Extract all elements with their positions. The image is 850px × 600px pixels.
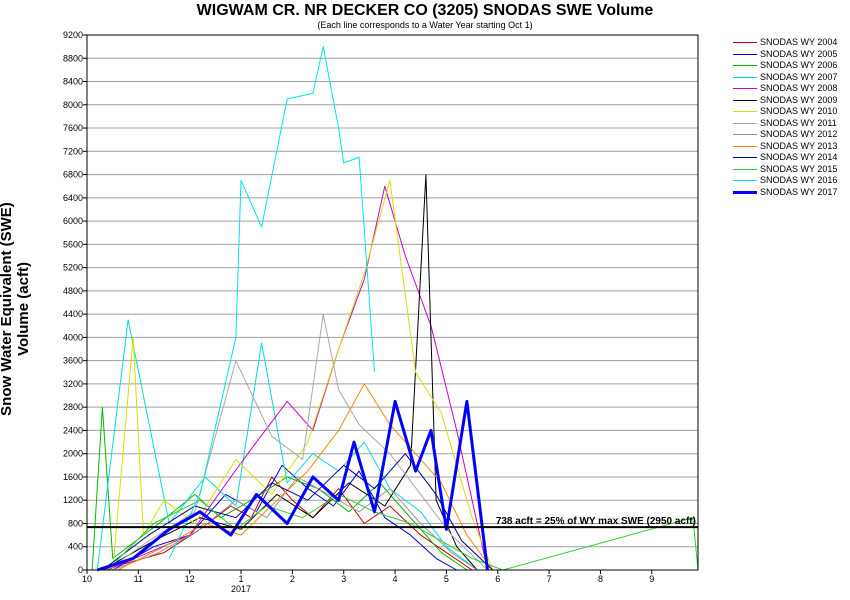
legend-swatch bbox=[733, 145, 757, 147]
legend-label: SNODAS WY 2005 bbox=[760, 48, 838, 59]
legend-label: SNODAS WY 2006 bbox=[760, 60, 838, 70]
y-tick-label: 1200 bbox=[63, 495, 83, 505]
y-tick-label: 3200 bbox=[63, 379, 83, 389]
legend-swatch bbox=[733, 76, 757, 78]
reference-line-label: 738 acft = 25% of WY max SWE (2950 acft) bbox=[496, 516, 696, 527]
legend-swatch bbox=[733, 88, 757, 89]
x-tick-label: 10 bbox=[82, 574, 92, 584]
series-line bbox=[96, 319, 478, 571]
y-tick-label: 7200 bbox=[63, 146, 83, 156]
x-tick-label: 12 bbox=[185, 574, 195, 584]
y-tick-label: 2000 bbox=[63, 449, 83, 459]
y-tick-label: 8400 bbox=[63, 77, 83, 87]
legend-label: SNODAS WY 2004 bbox=[760, 37, 838, 47]
legend-swatch bbox=[733, 134, 757, 135]
x-tick-label: 4 bbox=[393, 574, 398, 584]
y-tick-label: 8800 bbox=[63, 53, 83, 63]
y-tick-label: 5600 bbox=[63, 239, 83, 249]
x-tick-label: 5 bbox=[444, 574, 449, 584]
y-tick-label: 4400 bbox=[63, 309, 83, 319]
x-tick-label: 6 bbox=[495, 574, 500, 584]
chart-subtitle: (Each line corresponds to a Water Year s… bbox=[317, 20, 533, 30]
legend-swatch bbox=[733, 122, 757, 124]
grid-lines bbox=[87, 34, 698, 571]
axes-group: 0 400 800 1200 1600 2000 2400 2800 3200 3600 4000 4… bbox=[63, 30, 699, 594]
x-tick-label: 2 bbox=[290, 574, 295, 584]
y-tick-label: 2800 bbox=[63, 402, 83, 412]
y-tick-label: 0 bbox=[78, 565, 83, 575]
legend-swatch bbox=[733, 99, 757, 101]
y-tick-label: 6000 bbox=[63, 216, 83, 226]
series-line bbox=[102, 453, 493, 571]
series-line bbox=[112, 179, 494, 571]
legend-label: SNODAS WY 2013 bbox=[760, 140, 838, 151]
y-tick-label: 2400 bbox=[63, 425, 83, 435]
legend-label: SNODAS WY 2010 bbox=[760, 106, 838, 116]
series-group bbox=[91, 46, 699, 572]
y-tick-label: 7600 bbox=[63, 123, 83, 133]
x-tick-label: 1 bbox=[239, 574, 244, 584]
series-line bbox=[91, 406, 468, 571]
legend-swatch bbox=[733, 53, 757, 55]
plot-background bbox=[87, 35, 698, 570]
series-line bbox=[117, 383, 494, 571]
chart-title: WIGWAM CR. NR DECKER CO (3205) SNODAS SW… bbox=[196, 2, 654, 19]
series-line bbox=[168, 46, 375, 559]
legend-label: SNODAS WY 2011 bbox=[760, 117, 837, 128]
legend-label: SNODAS WY 2015 bbox=[760, 163, 838, 174]
legend-swatch bbox=[733, 65, 757, 66]
x-tick-label: 9 bbox=[649, 574, 654, 584]
x-tick-label: 7 bbox=[547, 574, 552, 584]
y-tick-label: 400 bbox=[68, 542, 83, 552]
series-line bbox=[102, 174, 478, 571]
legend-label: SNODAS WY 2012 bbox=[760, 129, 838, 139]
legend-label: SNODAS WY 2014 bbox=[760, 152, 838, 162]
y-tick-label: 1600 bbox=[63, 472, 83, 482]
series-line bbox=[107, 313, 488, 571]
legend-swatch bbox=[733, 42, 757, 43]
y-tick-label: 800 bbox=[68, 518, 83, 528]
x-tick-label: 8 bbox=[598, 574, 603, 584]
y-tick-label: 6800 bbox=[63, 170, 83, 180]
x-tick-label: 11 bbox=[134, 574, 143, 584]
series-line bbox=[107, 185, 488, 571]
legend-swatch bbox=[733, 180, 757, 181]
legend-swatch bbox=[733, 168, 757, 170]
legend-label: SNODAS WY 2017 bbox=[760, 186, 838, 197]
y-tick-label: 8000 bbox=[63, 100, 83, 110]
y-tick-label: 4800 bbox=[63, 286, 83, 296]
legend-swatch bbox=[733, 190, 757, 194]
legend-label: SNODAS WY 2007 bbox=[760, 71, 838, 82]
series-line bbox=[107, 493, 699, 571]
legend-swatch bbox=[733, 157, 757, 158]
y-tick-label: 3600 bbox=[63, 356, 83, 366]
plot-frame bbox=[86, 34, 699, 571]
reference-line-group: 738 acft = 25% of WY max SWE (2950 acft) bbox=[87, 516, 698, 529]
y-tick-label: 6400 bbox=[63, 193, 83, 203]
series-line bbox=[112, 476, 478, 571]
year-label: 2017 bbox=[231, 584, 251, 594]
y-tick-label: 9200 bbox=[63, 30, 83, 40]
y-tick-label: 5200 bbox=[63, 263, 83, 273]
legend-label: SNODAS WY 2016 bbox=[760, 175, 838, 185]
legend-label: SNODAS WY 2008 bbox=[760, 83, 838, 93]
series-line bbox=[96, 399, 489, 572]
x-tick-label: 3 bbox=[341, 574, 346, 584]
y-tick-label: 4000 bbox=[63, 332, 83, 342]
legend-label: SNODAS WY 2009 bbox=[760, 94, 838, 105]
legend-swatch bbox=[733, 111, 757, 112]
